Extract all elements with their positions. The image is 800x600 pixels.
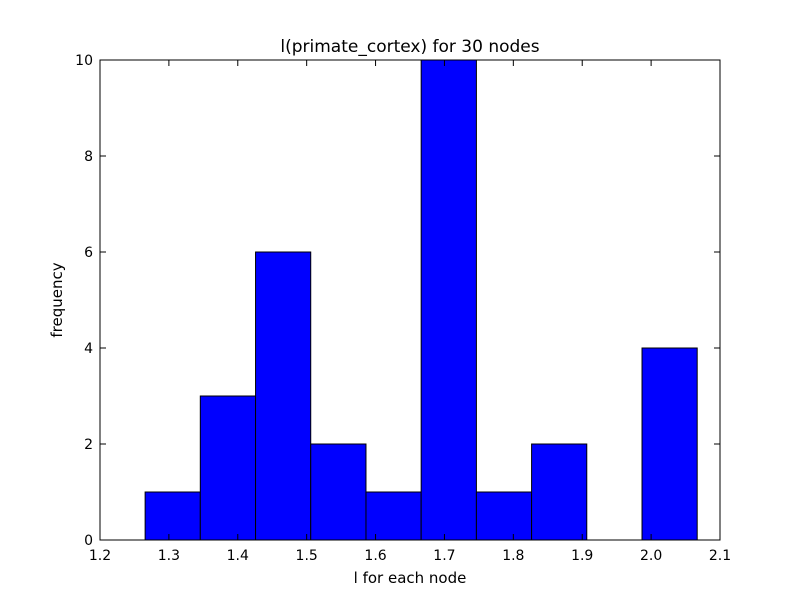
x-axis-label: l for each node: [354, 569, 467, 587]
y-tick-label: 8: [84, 149, 93, 165]
histogram-bar: [365, 491, 422, 541]
histogram-bar: [255, 251, 312, 541]
bars-group: [144, 59, 698, 541]
y-tick-label: 2: [84, 437, 93, 453]
histogram-bar: [310, 443, 367, 541]
x-tick-label: 2.1: [709, 548, 731, 564]
x-tick-label: 1.6: [364, 548, 386, 564]
histogram-bar: [475, 491, 533, 541]
y-tick-label: 4: [84, 341, 93, 357]
x-tick-label: 1.7: [433, 548, 455, 564]
chart-title: l(primate_cortex) for 30 nodes: [280, 37, 539, 57]
histogram-bar: [199, 395, 257, 541]
y-axis-label: frequency: [48, 262, 66, 337]
histogram-bar: [420, 59, 477, 541]
x-tick-label: 1.4: [227, 548, 249, 564]
histogram-bar: [641, 347, 698, 541]
x-tick-label: 1.5: [296, 548, 318, 564]
y-tick-label: 10: [75, 53, 93, 69]
x-tick-label: 1.9: [571, 548, 593, 564]
tick-labels-group: 1.2 1.3 1.4 1.5 1.6 1.7 1.8 1.9 2.0 2.1 0 2 4 6 8 10: [75, 53, 731, 564]
x-tick-label: 1.8: [502, 548, 524, 564]
ticks-group: [99, 59, 721, 541]
histogram-bar: [531, 443, 588, 541]
x-tick-label: 2.0: [640, 548, 662, 564]
histogram-bar: [144, 491, 201, 541]
plot-frame: [99, 59, 721, 541]
y-tick-label: 0: [84, 533, 93, 549]
x-tick-label: 1.2: [89, 548, 111, 564]
y-tick-label: 6: [84, 245, 93, 261]
x-tick-label: 1.3: [158, 548, 180, 564]
